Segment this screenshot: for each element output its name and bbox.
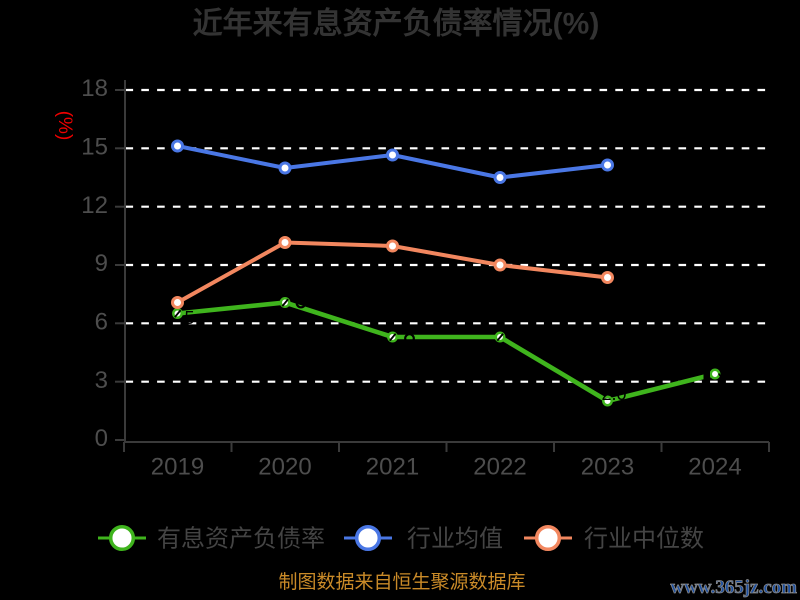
svg-text:0: 0 [95, 425, 108, 452]
svg-text:(%): (%) [54, 111, 75, 141]
svg-text:9: 9 [95, 250, 108, 277]
svg-text:12: 12 [81, 192, 108, 219]
svg-text:3: 3 [95, 367, 108, 394]
svg-text:www.365jz.com: www.365jz.com [670, 577, 797, 598]
svg-text:行业中位数: 行业中位数 [584, 526, 704, 553]
svg-text:有息资产负债率: 有息资产负债率 [157, 526, 325, 553]
svg-text:2023: 2023 [581, 454, 634, 481]
svg-text:15: 15 [81, 134, 108, 161]
svg-text:2024: 2024 [688, 454, 741, 481]
svg-text:2019: 2019 [151, 454, 204, 481]
svg-text:2022: 2022 [473, 454, 526, 481]
svg-text:18: 18 [81, 75, 108, 102]
svg-text:制图数据来自恒生聚源数据库: 制图数据来自恒生聚源数据库 [278, 571, 525, 593]
svg-text:2.0: 2.0 [602, 384, 627, 404]
svg-text:2021: 2021 [366, 454, 419, 481]
svg-text:近年来有息资产负债率情况(%): 近年来有息资产负债率情况(%) [193, 7, 600, 41]
svg-text:行业均值: 行业均值 [407, 526, 503, 553]
svg-text:.5: .5 [180, 308, 195, 328]
svg-text:3.4: 3.4 [718, 361, 743, 381]
svg-text:2020: 2020 [258, 454, 311, 481]
svg-text:6: 6 [95, 309, 108, 336]
